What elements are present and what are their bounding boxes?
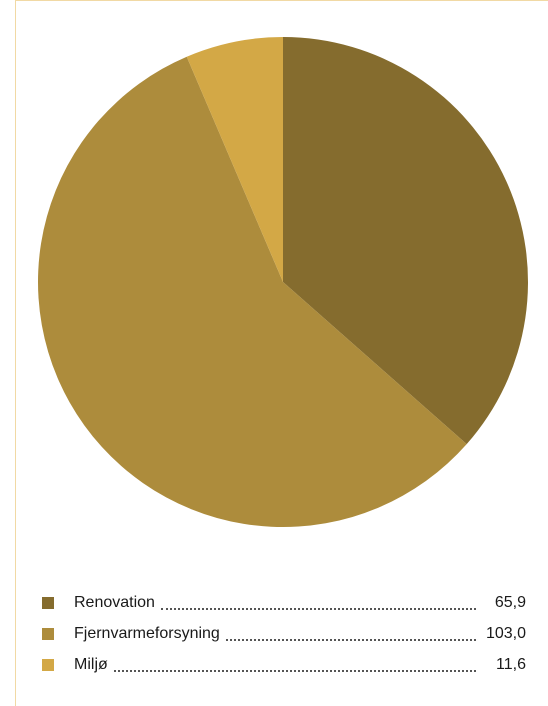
legend-dot-leader [161,607,476,610]
legend-label-miljo: Miljø [74,656,108,674]
legend-swatch-miljo [42,659,54,671]
legend-dot-leader [226,638,476,641]
legend-value-renovation: 65,9 [482,594,526,612]
pie-chart [0,0,548,560]
legend-item-miljo: Miljø 11,6 [42,649,526,680]
legend-swatch-fjernvarmeforsyning [42,628,54,640]
legend-value-fjernvarmeforsyning: 103,0 [482,625,526,643]
legend-swatch-renovation [42,597,54,609]
legend-item-renovation: Renovation 65,9 [42,587,526,618]
chart-legend: Renovation 65,9 Fjernvarmeforsyning 103,… [42,587,526,680]
legend-label-renovation: Renovation [74,594,155,612]
legend-value-miljo: 11,6 [482,656,526,674]
legend-item-fjernvarmeforsyning: Fjernvarmeforsyning 103,0 [42,618,526,649]
legend-dot-leader [114,669,476,672]
legend-label-fjernvarmeforsyning: Fjernvarmeforsyning [74,625,220,643]
